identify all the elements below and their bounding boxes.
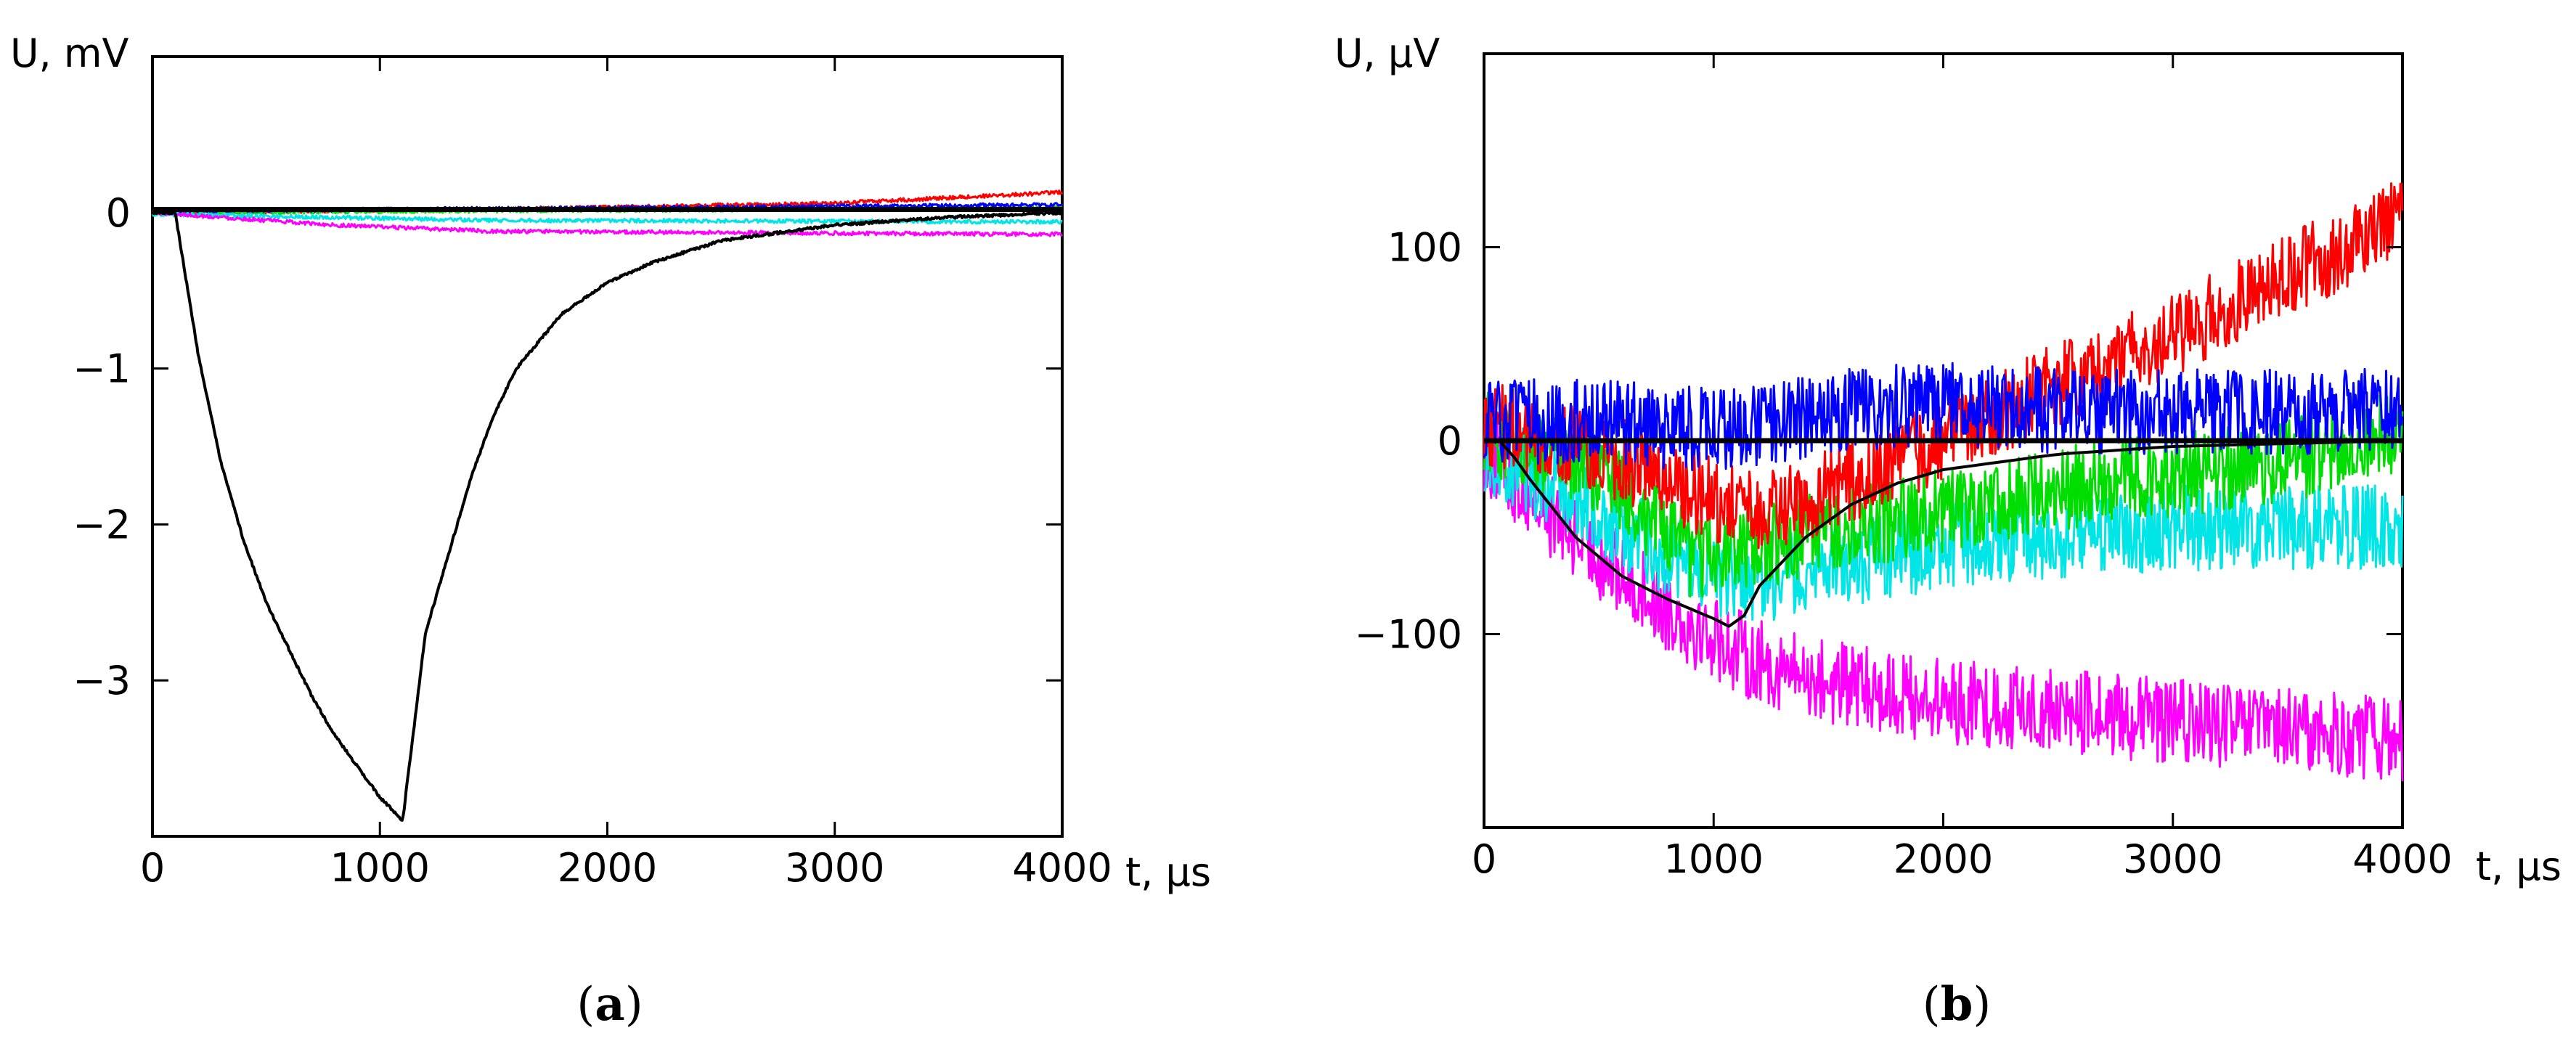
panel-b-x-tick-label: 1000: [1664, 836, 1764, 882]
panel-b: 0 1000 2000 3000 4000 −100 0 100 U, µV t, µs (…: [1334, 30, 2561, 1032]
panel-a-caption-close: ): [625, 978, 643, 1032]
panel-a-y-axis-title: U, mV: [10, 30, 129, 76]
panel-b-series-magenta: [1483, 420, 2404, 782]
panel-a-series-group: [151, 189, 1064, 822]
panel-a-x-tick-label: 1000: [330, 845, 430, 891]
panel-b-x-ticks: 0 1000 2000 3000 4000: [1472, 54, 2453, 882]
panel-b-series-cyan: [1483, 415, 2404, 621]
panel-b-series-green: [1483, 391, 2404, 598]
panel-b-y-tick-label: 0: [1438, 418, 1462, 464]
panel-b-y-tick-label: 100: [1387, 225, 1462, 271]
panel-a-y-tick-label: −2: [73, 502, 131, 547]
panel-a-y-tick-label: −3: [73, 658, 131, 703]
panel-b-series-blue: [1483, 362, 2404, 471]
panel-a-x-tick-label: 0: [140, 845, 165, 891]
panel-a-series-magenta: [151, 210, 1063, 237]
panel-a-x-ticks: 0 1000 2000 3000 4000: [140, 57, 1112, 891]
panel-b-series-group: [1483, 182, 2404, 782]
panel-b-x-tick-label: 3000: [2123, 836, 2222, 882]
panel-a-x-axis-title: t, µs: [1125, 849, 1211, 895]
panel-b-caption-open: (: [1923, 978, 1941, 1032]
panel-b-x-axis-title: t, µs: [2476, 844, 2561, 889]
panel-a-x-tick-label: 3000: [785, 845, 884, 891]
panel-a: 0 1000 2000 3000 4000 −3 −2 −1 0 U, mV t, µs (a…: [10, 30, 1211, 1032]
panel-b-x-tick-label: 4000: [2352, 836, 2452, 882]
panel-b-caption-close: ): [1973, 978, 1991, 1032]
panel-b-y-tick-label: −100: [1355, 612, 1462, 658]
panel-b-y-ticks: −100 0 100: [1355, 225, 2402, 658]
panel-b-caption: (b): [1923, 977, 1992, 1032]
panel-b-x-tick-label: 2000: [1894, 836, 1993, 882]
panel-a-y-tick-label: −1: [73, 346, 131, 392]
panel-a-caption: (a): [576, 977, 643, 1032]
panel-a-y-ticks: −3 −2 −1 0: [73, 190, 1062, 703]
panel-a-y-tick-label: 0: [106, 190, 131, 236]
panel-a-x-tick-label: 2000: [558, 845, 657, 891]
panel-a-series-black-signal: [151, 210, 1063, 822]
panel-b-y-axis-title: U, µV: [1334, 30, 1440, 76]
panel-a-caption-letter: a: [595, 977, 624, 1032]
panel-b-series-black-signal: [1484, 439, 2403, 628]
panel-a-x-tick-label: 4000: [1012, 845, 1112, 891]
panel-b-caption-letter: b: [1941, 977, 1973, 1032]
panel-a-plot-frame: [151, 55, 1064, 838]
panel-b-x-tick-label: 0: [1472, 836, 1496, 882]
panel-a-caption-open: (: [576, 978, 595, 1032]
